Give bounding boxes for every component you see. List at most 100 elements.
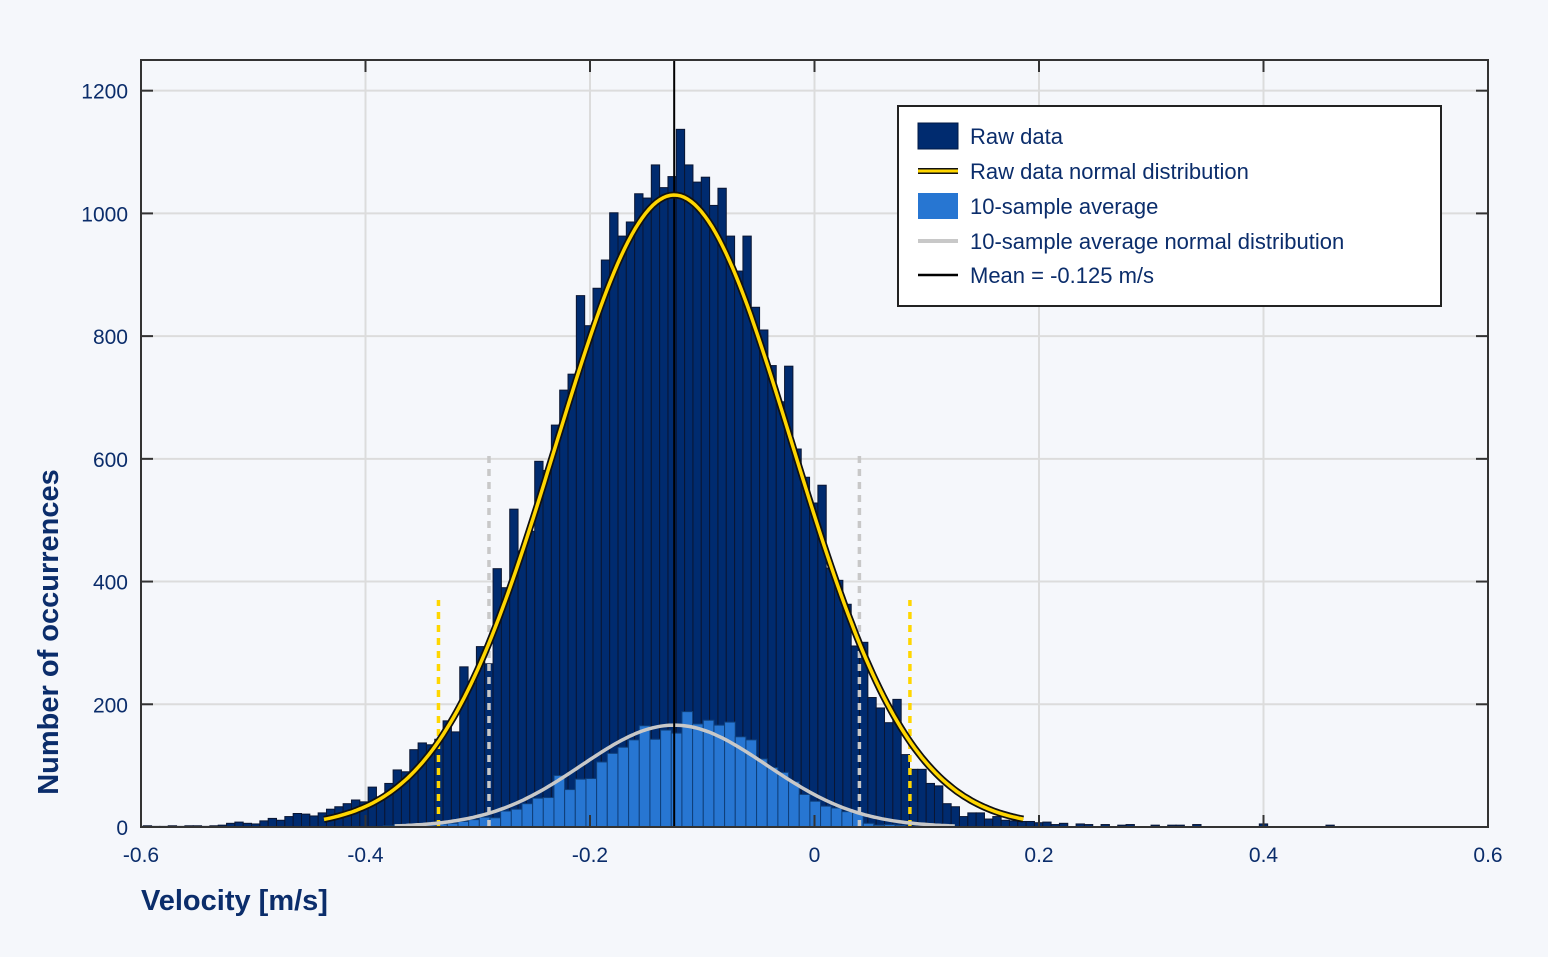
average-bar bbox=[585, 778, 598, 828]
raw-data-bar bbox=[992, 816, 1002, 828]
raw-data-bar bbox=[834, 579, 844, 828]
y-tick-label: 400 bbox=[93, 572, 128, 595]
average-bar bbox=[596, 761, 608, 828]
average-bar bbox=[532, 797, 544, 828]
raw-data-bar bbox=[800, 476, 811, 828]
y-tick-label: 1000 bbox=[81, 203, 128, 226]
raw-data-bar bbox=[767, 365, 777, 828]
raw-data-bar bbox=[542, 469, 552, 828]
x-tick-labels: -0.6 -0.4 -0.2 0 0.2 0.4 0.6 bbox=[123, 844, 1503, 867]
raw-data-bar bbox=[809, 502, 819, 828]
average-bar bbox=[681, 711, 694, 828]
legend-label-average: 10-sample average bbox=[970, 194, 1158, 219]
raw-data-bar bbox=[276, 819, 286, 828]
average-bar bbox=[713, 724, 726, 828]
raw-data-bar bbox=[267, 817, 278, 828]
raw-data-bar bbox=[759, 329, 769, 828]
average-bar bbox=[820, 805, 832, 828]
average-bar bbox=[510, 808, 523, 828]
raw-data-bar bbox=[392, 769, 402, 828]
average-bar bbox=[500, 810, 512, 828]
x-tick-label: 0 bbox=[809, 844, 821, 867]
raw-data-bar bbox=[550, 424, 561, 828]
average-bar bbox=[617, 746, 630, 828]
average-bar bbox=[660, 729, 672, 828]
raw-normal-curve bbox=[323, 193, 1024, 822]
raw-data-bar bbox=[409, 749, 419, 828]
x-tick-label: -0.2 bbox=[572, 844, 608, 867]
average-bar bbox=[766, 766, 779, 828]
raw-data-bar bbox=[467, 682, 477, 828]
raw-data-bar bbox=[584, 325, 594, 828]
average-bar bbox=[468, 819, 480, 828]
average-bar bbox=[670, 732, 683, 828]
raw-data-bar bbox=[284, 816, 294, 828]
y-tick-label: 200 bbox=[93, 694, 128, 717]
raw-data-bar bbox=[950, 806, 960, 828]
raw-data-bar bbox=[600, 259, 611, 828]
raw-data-bar bbox=[967, 812, 977, 828]
y-tick-labels: 0 200 400 600 800 1000 1200 bbox=[81, 81, 128, 840]
average-bar bbox=[489, 817, 502, 828]
y-tick-label: 1200 bbox=[81, 81, 128, 104]
x-tick-label: -0.4 bbox=[347, 844, 384, 867]
average-bar bbox=[724, 721, 736, 828]
y-axis-title: Number of occurrences bbox=[33, 469, 65, 795]
average-bar bbox=[841, 811, 854, 828]
average-bar bbox=[788, 781, 800, 828]
raw-data-bar bbox=[509, 508, 519, 828]
average-bar bbox=[798, 793, 811, 828]
average-bar bbox=[574, 778, 587, 828]
average-bars bbox=[382, 711, 907, 828]
average-bar bbox=[702, 719, 715, 828]
raw-data-bar bbox=[867, 697, 877, 828]
legend-swatch-average bbox=[918, 193, 958, 219]
raw-data-bar bbox=[900, 754, 911, 828]
legend-label-average-normal: 10-sample average normal distribution bbox=[970, 229, 1344, 254]
raw-data-bar bbox=[975, 812, 985, 828]
raw-data-bar bbox=[792, 448, 802, 828]
average-bar bbox=[756, 758, 768, 828]
raw-data-bar bbox=[609, 212, 619, 828]
raw-data-bar bbox=[309, 815, 319, 828]
average-bar bbox=[638, 725, 651, 828]
average-bar bbox=[542, 797, 555, 828]
average-bar bbox=[692, 723, 704, 828]
raw-data-bar bbox=[1000, 819, 1010, 828]
y-tick-label: 0 bbox=[116, 817, 128, 840]
average-bar bbox=[606, 752, 619, 828]
raw-data-bar bbox=[958, 816, 969, 828]
x-tick-label: 0.2 bbox=[1024, 844, 1053, 867]
raw-data-bar bbox=[775, 401, 786, 828]
y-tick-label: 800 bbox=[93, 326, 128, 349]
average-bar bbox=[777, 771, 790, 828]
raw-data-bar bbox=[933, 785, 944, 828]
legend-box bbox=[897, 105, 1442, 307]
raw-data-bar bbox=[825, 567, 836, 828]
legend-label-raw-data: Raw data bbox=[970, 124, 1064, 149]
x-tick-label: -0.6 bbox=[123, 844, 159, 867]
raw-data-bar bbox=[942, 803, 952, 828]
raw-data-bar bbox=[559, 389, 569, 828]
average-bar bbox=[649, 738, 662, 828]
raw-data-bar bbox=[884, 722, 894, 828]
average-bar bbox=[628, 739, 640, 828]
raw-data-bar bbox=[525, 530, 536, 828]
legend: Raw data Raw data normal distribution 10… bbox=[897, 105, 1442, 307]
raw-data-bar bbox=[567, 373, 577, 828]
average-bar bbox=[830, 807, 843, 828]
average-bar bbox=[521, 803, 534, 828]
axes-frame bbox=[140, 59, 1489, 828]
raw-data-bar bbox=[983, 818, 994, 828]
y-tick-label: 600 bbox=[93, 449, 128, 472]
x-tick-label: 0.4 bbox=[1249, 844, 1279, 867]
raw-data-bar bbox=[592, 287, 602, 828]
raw-data-bar bbox=[517, 550, 527, 828]
raw-data-bar bbox=[292, 813, 302, 828]
raw-data-bar bbox=[450, 731, 461, 828]
raw-data-bar bbox=[925, 782, 935, 828]
legend-swatch-raw-data bbox=[917, 122, 959, 150]
raw-data-bar bbox=[300, 813, 311, 828]
raw-data-bar bbox=[875, 707, 886, 828]
